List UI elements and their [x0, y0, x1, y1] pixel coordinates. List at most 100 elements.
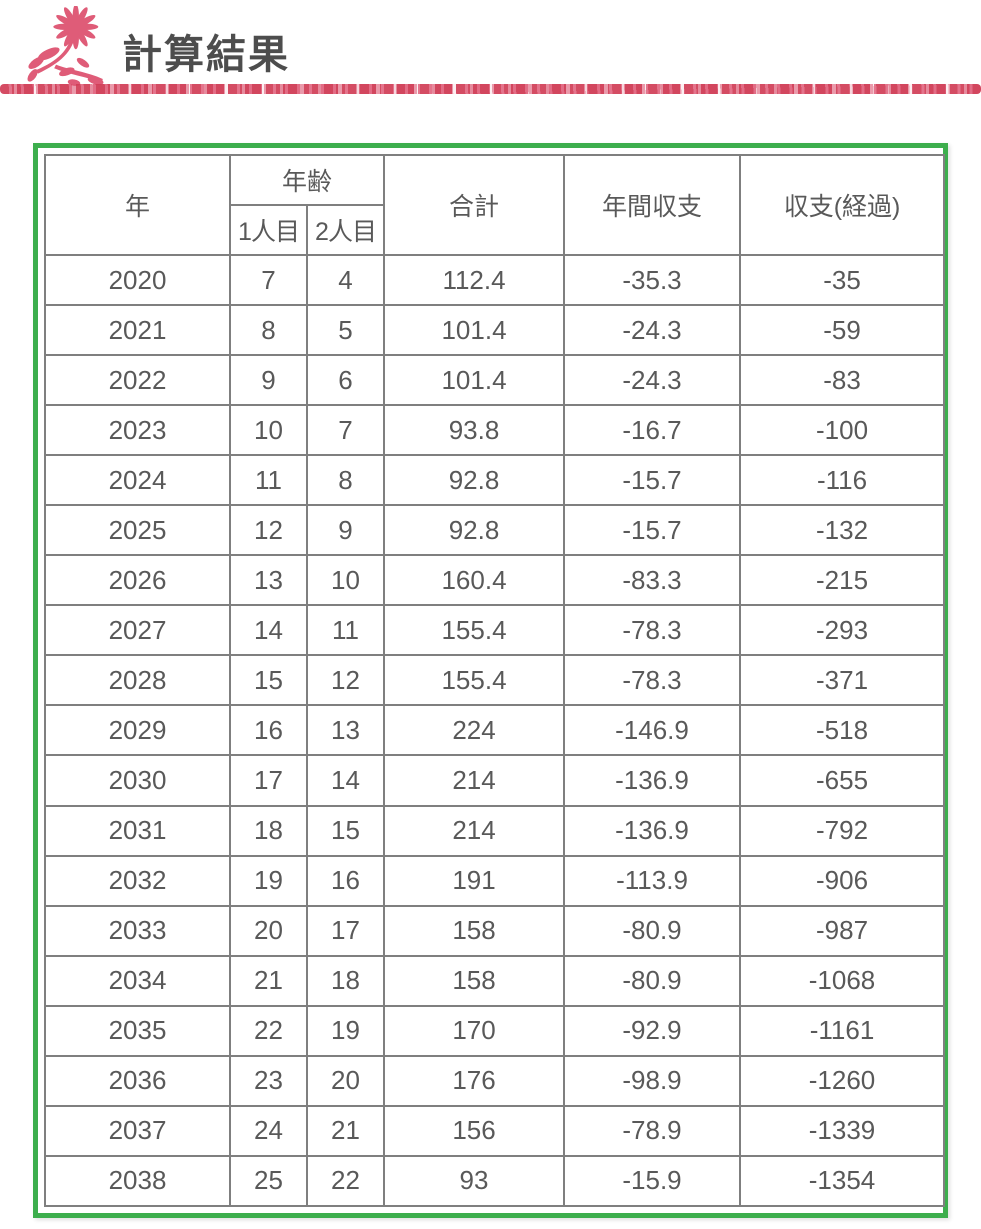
age-first-cell: 17: [229, 754, 308, 807]
age-first-cell: 12: [229, 504, 308, 557]
age-first-cell: 13: [229, 554, 308, 607]
age-second-cell: 11: [305, 604, 386, 657]
annual-balance-cell: -35.3: [563, 253, 742, 307]
annual-balance-cell: -16.7: [563, 404, 742, 457]
annual-balance-cell: -136.9: [563, 754, 742, 807]
cumulative-balance-cell: -987: [739, 904, 946, 957]
total-cell: 214: [383, 754, 566, 807]
age-first-cell: 21: [229, 954, 308, 1007]
column-header-age-group: 年齢: [228, 154, 386, 206]
age-second-cell: 19: [305, 1004, 386, 1057]
age-second-cell: 5: [305, 304, 386, 357]
table-row: 2036 23 20 176 -98.9 -1260: [44, 1054, 946, 1107]
year-cell: 2036: [44, 1054, 231, 1107]
annual-balance-cell: -80.9: [563, 954, 742, 1007]
year-cell: 2037: [44, 1104, 231, 1157]
annual-balance-cell: -24.3: [563, 304, 742, 357]
table-row: 2024 11 8 92.8 -15.7 -116: [44, 454, 946, 507]
results-table-body: 2020 7 4 112.4 -35.3 -35 2021 8 5 101.4 -24.3 -59 20…: [44, 253, 946, 1208]
annual-balance-cell: -92.9: [563, 1004, 742, 1057]
cumulative-balance-cell: -792: [739, 804, 946, 857]
year-cell: 2021: [44, 304, 231, 357]
cumulative-balance-cell: -1068: [739, 954, 946, 1007]
age-first-cell: 16: [229, 704, 308, 757]
table-row: 2031 18 15 214 -136.9 -792: [44, 804, 946, 857]
total-cell: 92.8: [383, 504, 566, 557]
age-second-cell: 18: [305, 954, 386, 1007]
total-cell: 176: [383, 1054, 566, 1107]
cumulative-balance-cell: -906: [739, 854, 946, 907]
table-row: 2035 22 19 170 -92.9 -1161: [44, 1004, 946, 1057]
table-row: 2032 19 16 191 -113.9 -906: [44, 854, 946, 907]
results-frame: 年 年齢 合計 年間収支 収支(経過) 1人目 2人目 2020 7 4 112.4-…: [33, 143, 948, 1218]
age-second-cell: 14: [305, 754, 386, 807]
annual-balance-cell: -136.9: [563, 804, 742, 857]
table-row: 2029 16 13 224 -146.9 -518: [44, 704, 946, 757]
age-second-cell: 21: [305, 1104, 386, 1157]
total-cell: 158: [383, 954, 566, 1007]
column-header-age-second: 2人目: [305, 204, 386, 256]
age-first-cell: 9: [229, 354, 308, 407]
flower-icon: [27, 6, 104, 86]
cumulative-balance-cell: -132: [739, 504, 946, 557]
cumulative-balance-cell: -655: [739, 754, 946, 807]
cumulative-balance-cell: -293: [739, 604, 946, 657]
total-cell: 158: [383, 904, 566, 957]
age-second-cell: 15: [305, 804, 386, 857]
table-row: 2020 7 4 112.4 -35.3 -35: [44, 253, 946, 307]
year-cell: 2032: [44, 854, 231, 907]
age-first-cell: 18: [229, 804, 308, 857]
column-header-annual-balance: 年間収支: [563, 154, 742, 256]
results-table: 年 年齢 合計 年間収支 収支(経過) 1人目 2人目 2020 7 4 112.4-…: [44, 154, 946, 1208]
total-cell: 160.4: [383, 554, 566, 607]
total-cell: 92.8: [383, 454, 566, 507]
column-header-total: 合計: [383, 154, 566, 256]
annual-balance-cell: -15.7: [563, 504, 742, 557]
cumulative-balance-cell: -1354: [739, 1154, 946, 1208]
age-second-cell: 22: [305, 1154, 386, 1208]
year-cell: 2020: [44, 253, 231, 307]
column-header-cumulative-balance: 収支(経過): [739, 154, 946, 256]
table-row: 2037 24 21 156 -78.9 -1339: [44, 1104, 946, 1157]
cumulative-balance-cell: -518: [739, 704, 946, 757]
age-first-cell: 25: [229, 1154, 308, 1208]
year-cell: 2033: [44, 904, 231, 957]
annual-balance-cell: -146.9: [563, 704, 742, 757]
annual-balance-cell: -15.9: [563, 1154, 742, 1208]
year-cell: 2029: [44, 704, 231, 757]
cumulative-balance-cell: -116: [739, 454, 946, 507]
cumulative-balance-cell: -371: [739, 654, 946, 707]
page-header: 計算結果: [0, 0, 981, 100]
total-cell: 93: [383, 1154, 566, 1208]
year-cell: 2035: [44, 1004, 231, 1057]
total-cell: 155.4: [383, 604, 566, 657]
age-first-cell: 8: [229, 304, 308, 357]
total-cell: 101.4: [383, 304, 566, 357]
year-cell: 2026: [44, 554, 231, 607]
annual-balance-cell: -80.9: [563, 904, 742, 957]
annual-balance-cell: -24.3: [563, 354, 742, 407]
year-cell: 2030: [44, 754, 231, 807]
annual-balance-cell: -78.3: [563, 654, 742, 707]
annual-balance-cell: -98.9: [563, 1054, 742, 1107]
cumulative-balance-cell: -1260: [739, 1054, 946, 1107]
table-row: 2030 17 14 214 -136.9 -655: [44, 754, 946, 807]
year-cell: 2022: [44, 354, 231, 407]
annual-balance-cell: -78.3: [563, 604, 742, 657]
cumulative-balance-cell: -59: [739, 304, 946, 357]
year-cell: 2023: [44, 404, 231, 457]
age-first-cell: 24: [229, 1104, 308, 1157]
annual-balance-cell: -15.7: [563, 454, 742, 507]
cumulative-balance-cell: -215: [739, 554, 946, 607]
total-cell: 191: [383, 854, 566, 907]
age-second-cell: 7: [305, 404, 386, 457]
year-cell: 2034: [44, 954, 231, 1007]
age-second-cell: 6: [305, 354, 386, 407]
table-row: 2033 20 17 158 -80.9 -987: [44, 904, 946, 957]
age-second-cell: 17: [305, 904, 386, 957]
total-cell: 170: [383, 1004, 566, 1057]
table-row: 2038 25 22 93 -15.9 -1354: [44, 1154, 946, 1208]
age-first-cell: 11: [229, 454, 308, 507]
age-second-cell: 12: [305, 654, 386, 707]
